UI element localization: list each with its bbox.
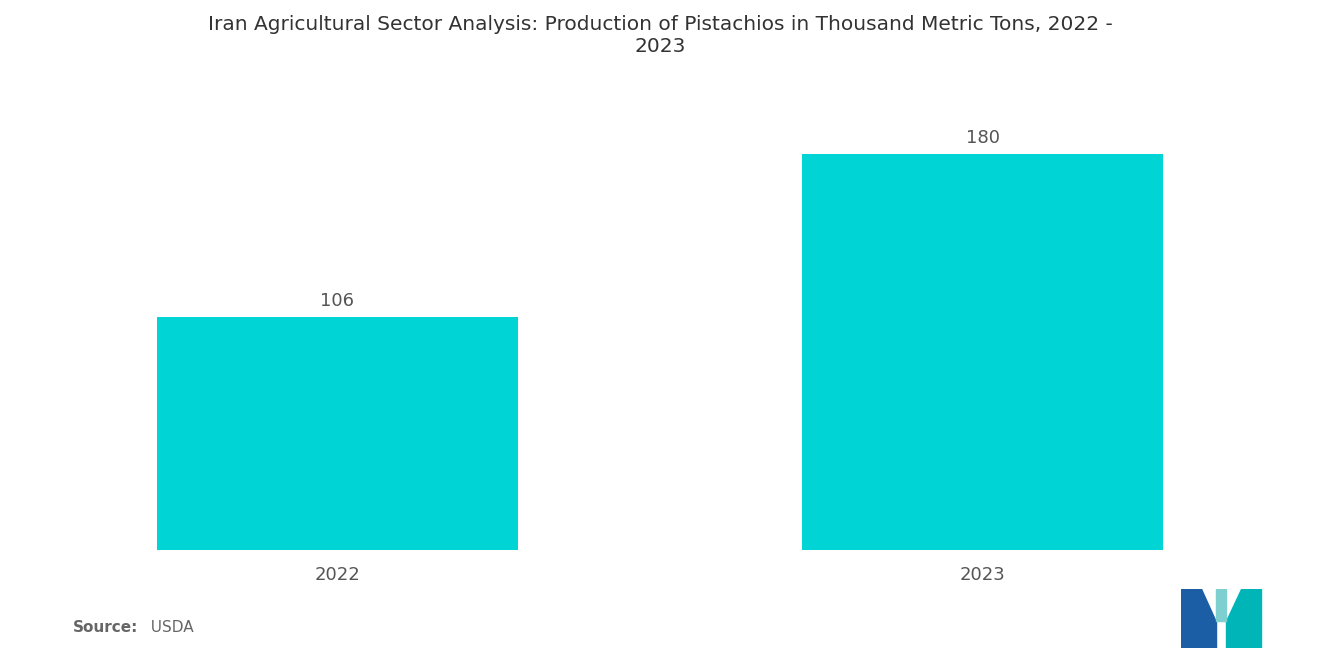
Text: 106: 106	[321, 292, 355, 310]
Polygon shape	[1181, 621, 1216, 648]
Text: USDA: USDA	[141, 620, 194, 635]
Bar	[157, 317, 517, 549]
Polygon shape	[1216, 589, 1226, 621]
Title: Iran Agricultural Sector Analysis: Production of Pistachios in Thousand Metric T: Iran Agricultural Sector Analysis: Produ…	[207, 15, 1113, 56]
Polygon shape	[1181, 589, 1216, 621]
Polygon shape	[1226, 589, 1261, 621]
Text: 180: 180	[965, 129, 999, 148]
Polygon shape	[1226, 621, 1261, 648]
Bar	[801, 154, 1163, 549]
Text: Source:: Source:	[73, 620, 139, 635]
